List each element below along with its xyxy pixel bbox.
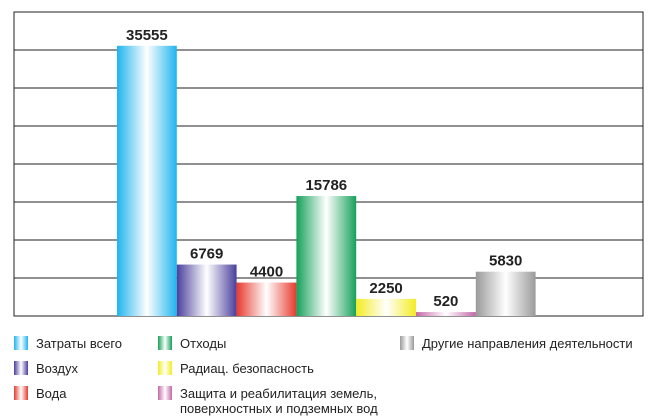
data-label: 35555	[126, 27, 168, 44]
bar	[475, 271, 536, 316]
bar	[356, 298, 416, 316]
legend-item: Воздух	[14, 361, 78, 376]
bar	[176, 264, 237, 316]
legend-label: Другие направления деятельности	[422, 336, 633, 351]
data-label: 15786	[305, 177, 347, 194]
bar	[117, 45, 177, 316]
legend-swatch	[14, 336, 28, 350]
data-label: 6769	[190, 246, 223, 263]
legend-item: Защита и реабилитация земель, поверхност…	[158, 386, 388, 416]
legend-item: Отходы	[158, 336, 226, 351]
legend-label: Вода	[36, 386, 67, 401]
legend-item: Затраты всего	[14, 336, 122, 351]
data-label: 4400	[250, 264, 283, 281]
legend-label: Радиац. безопасность	[180, 361, 314, 376]
legend-swatch	[158, 361, 172, 375]
legend-item: Вода	[14, 386, 66, 401]
data-label: 520	[433, 293, 458, 310]
legend-label: Отходы	[180, 336, 227, 351]
legend-label: Затраты всего	[36, 336, 123, 351]
data-label: 2250	[369, 280, 402, 297]
legend-label: Защита и реабилитация земель, поверхност…	[180, 386, 378, 416]
legend-swatch	[14, 361, 28, 375]
legend-item: Другие направления деятельности	[400, 336, 633, 351]
data-label: 5830	[489, 253, 522, 270]
legend-swatch	[400, 336, 414, 350]
bar	[416, 312, 476, 316]
legend-swatch	[158, 386, 172, 400]
plot: 35555 6769 4400 15786 2250 520 5830	[13, 11, 644, 317]
legend-label: Воздух	[36, 361, 79, 376]
bar	[236, 282, 297, 316]
legend-swatch	[158, 336, 172, 350]
legend-swatch	[14, 386, 28, 400]
legend-item: Радиац. безопасность	[158, 361, 314, 376]
bar	[296, 196, 357, 316]
